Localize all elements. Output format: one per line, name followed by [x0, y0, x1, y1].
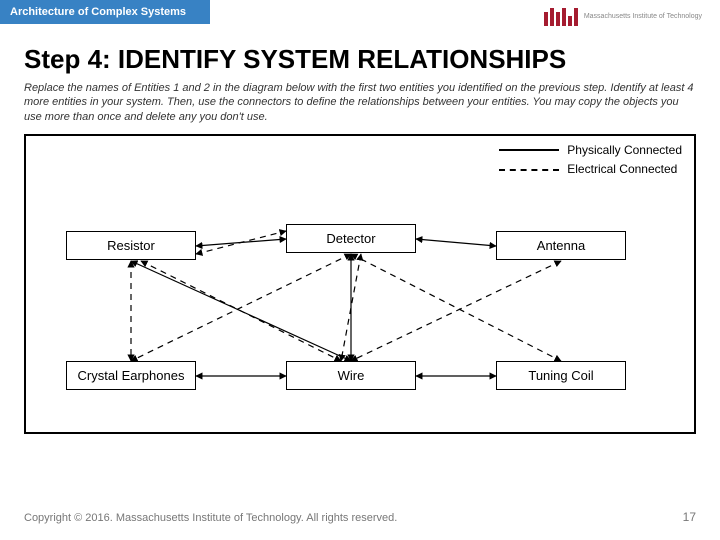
course-header: Architecture of Complex Systems — [0, 0, 210, 24]
edge-resistor-wire — [141, 261, 341, 361]
diagram-frame: Physically Connected Electrical Connecte… — [24, 134, 696, 434]
node-resistor: Resistor — [66, 231, 196, 260]
node-antenna: Antenna — [496, 231, 626, 260]
node-earphones: Crystal Earphones — [66, 361, 196, 390]
legend-physical: Physically Connected — [499, 144, 682, 157]
legend-electrical-label: Electrical Connected — [567, 163, 677, 176]
legend-physical-label: Physically Connected — [567, 144, 682, 157]
instructions-text: Replace the names of Entities 1 and 2 in… — [24, 81, 696, 124]
legend-dashed-line-icon — [499, 169, 559, 171]
edge-antenna-wire — [351, 261, 561, 361]
legend-electrical: Electrical Connected — [499, 163, 682, 176]
edge-detector-antenna — [416, 239, 496, 246]
institution-name: Massachusetts Institute of Technology — [584, 13, 702, 21]
legend-solid-line-icon — [499, 149, 559, 151]
copyright-footer: Copyright © 2016. Massachusetts Institut… — [24, 512, 397, 524]
node-wire: Wire — [286, 361, 416, 390]
legend: Physically Connected Electrical Connecte… — [499, 144, 682, 182]
edge-detector-tuningcoil — [351, 254, 561, 361]
edge-detector-wire — [341, 254, 361, 361]
page-number: 17 — [683, 510, 696, 524]
edge-resistor-detector — [196, 231, 286, 254]
edge-resistor-wire — [131, 261, 351, 361]
page-title: Step 4: IDENTIFY SYSTEM RELATIONSHIPS — [24, 44, 696, 75]
edge-detector-earphones — [131, 254, 351, 361]
mit-logo-icon — [544, 8, 578, 26]
institution-logo: Massachusetts Institute of Technology — [544, 8, 702, 26]
node-tuningcoil: Tuning Coil — [496, 361, 626, 390]
node-detector: Detector — [286, 224, 416, 253]
course-title: Architecture of Complex Systems — [10, 6, 186, 18]
edge-resistor-detector — [196, 239, 286, 246]
